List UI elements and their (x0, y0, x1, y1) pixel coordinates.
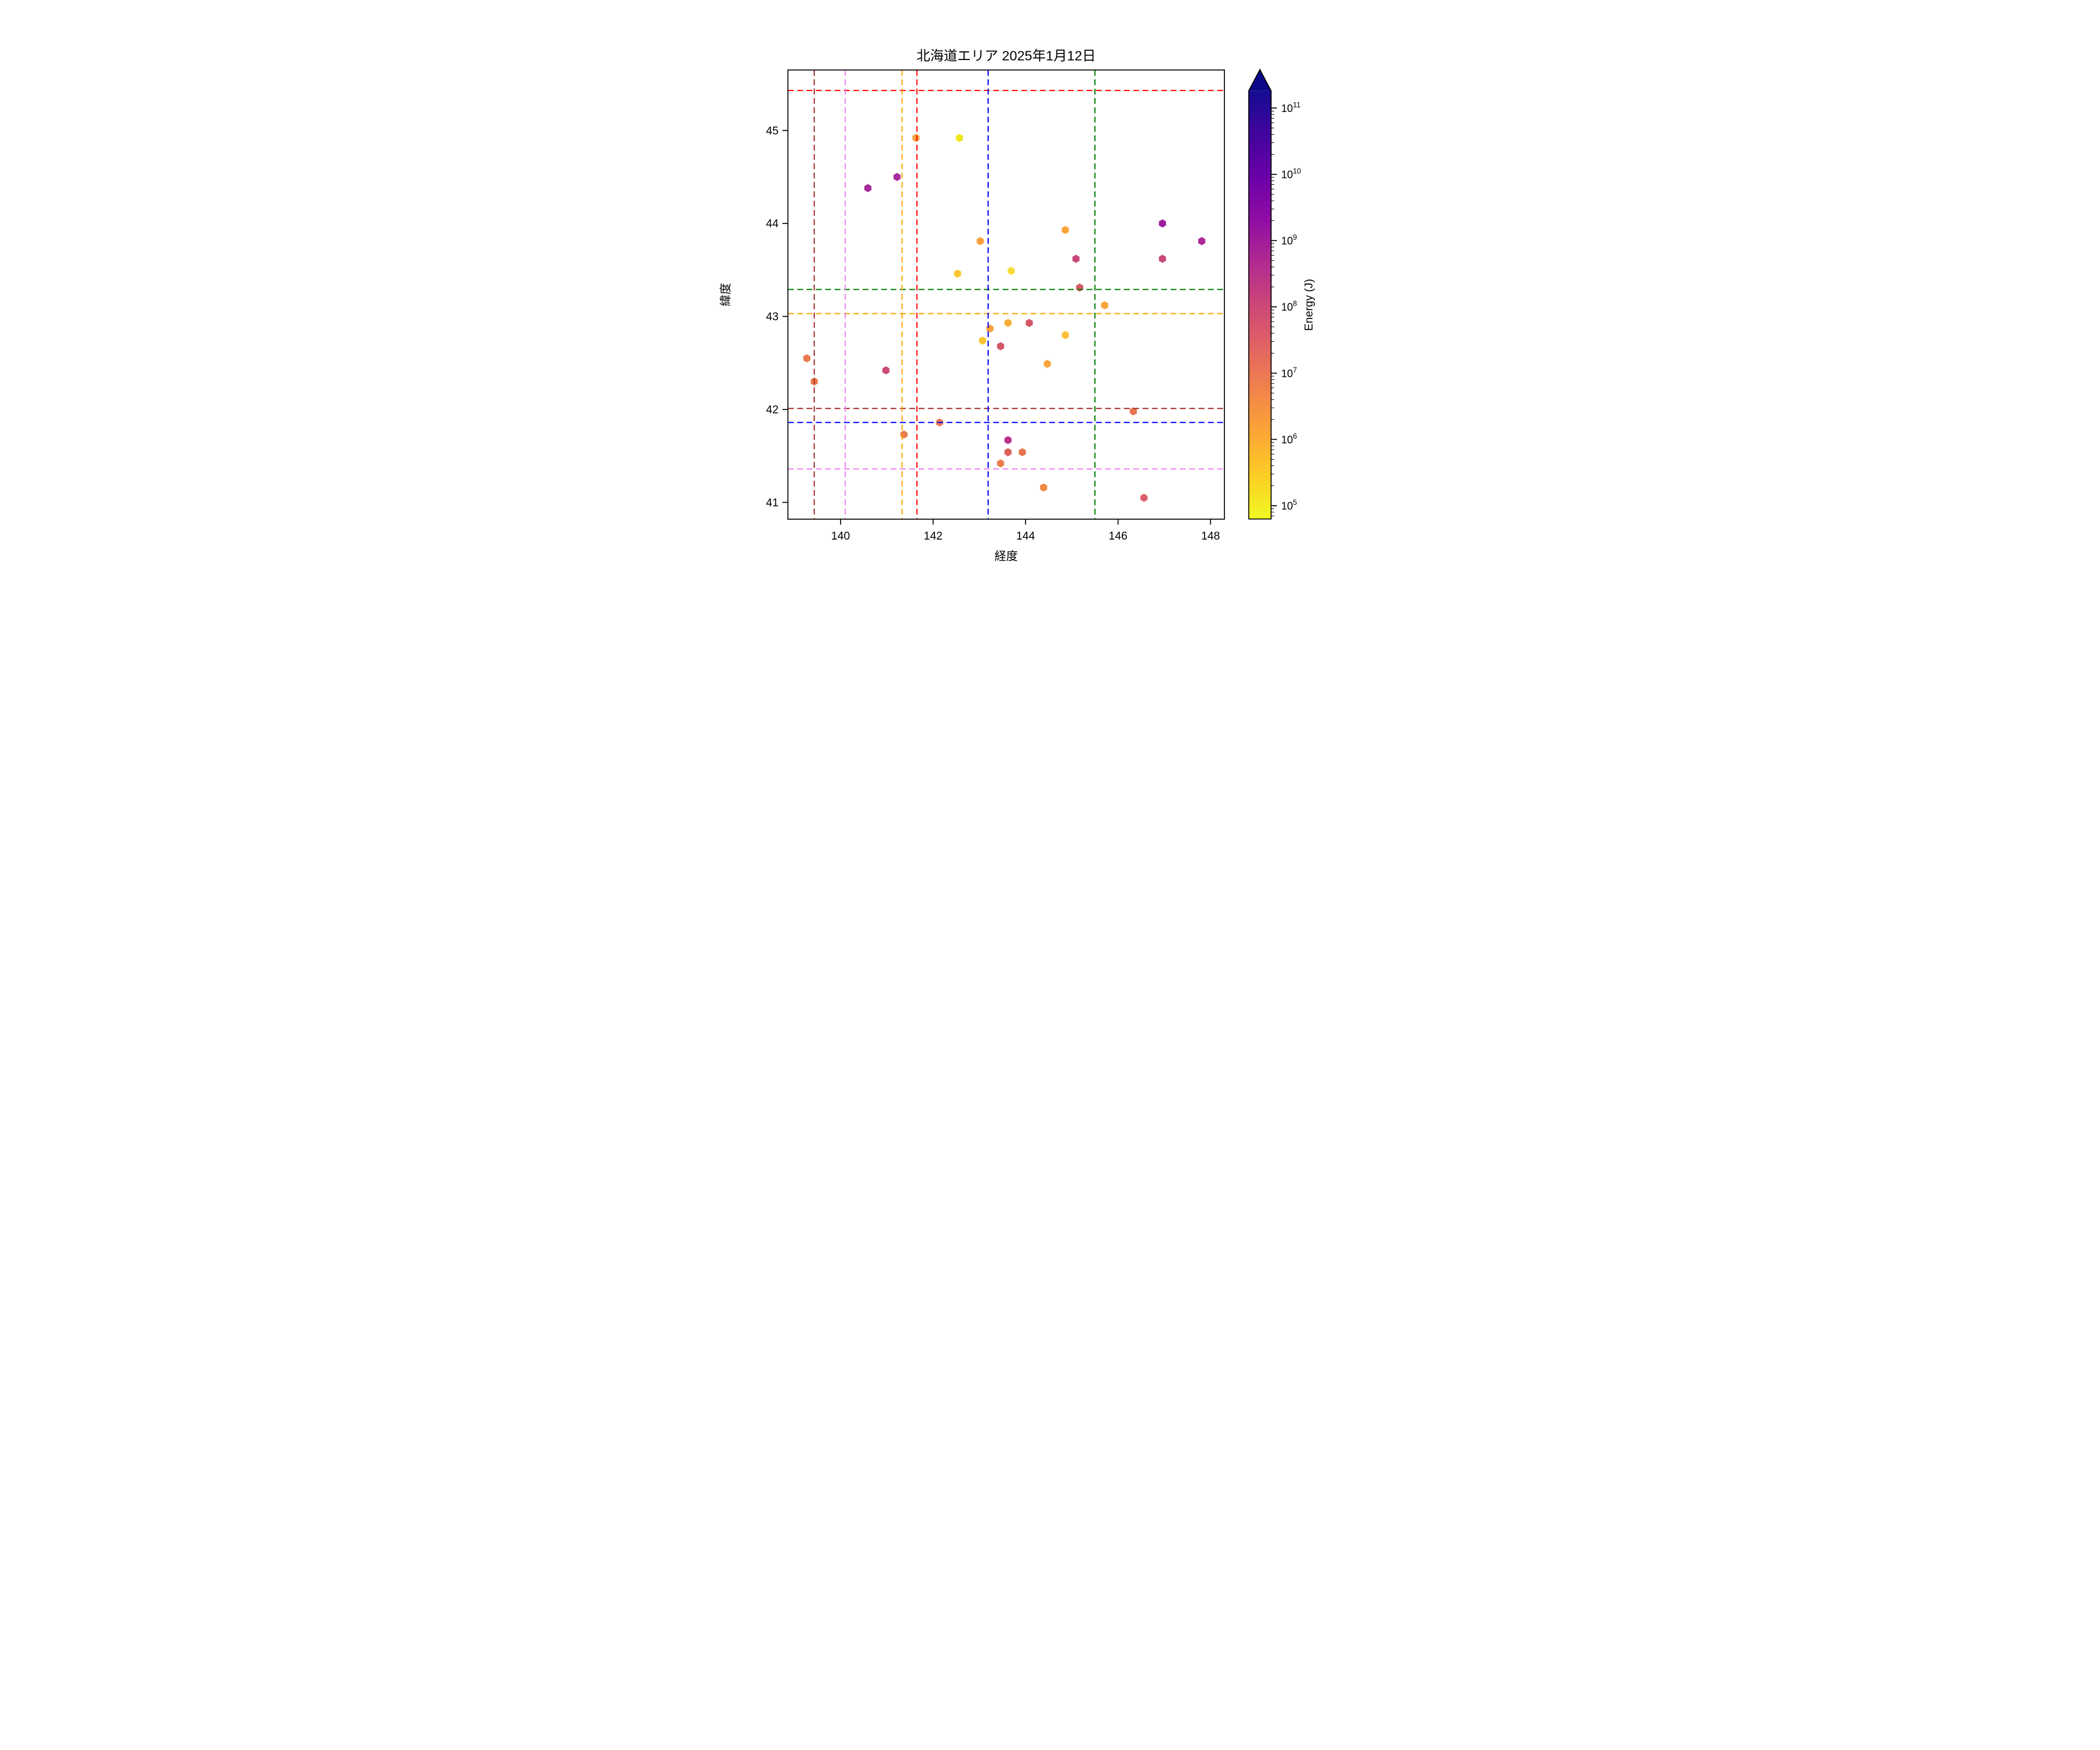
data-point (1019, 448, 1026, 457)
y-tick-label: 43 (766, 311, 779, 323)
data-point (912, 134, 920, 142)
y-tick-label: 44 (766, 218, 779, 230)
colorbar-label: Energy (J) (1303, 279, 1315, 331)
axis-ticks (782, 130, 1212, 525)
colorbar-tick-label: 1010 (1281, 167, 1301, 180)
colorbar-ticks (1271, 107, 1277, 517)
colorbar-tick-label: 108 (1281, 300, 1297, 313)
plot-border (787, 69, 1225, 520)
y-tick-label: 42 (766, 404, 779, 416)
data-point (893, 173, 901, 181)
x-tick-label: 140 (831, 530, 850, 542)
data-point (1004, 448, 1012, 457)
data-point (979, 336, 986, 345)
data-point (1004, 318, 1012, 327)
colorbar-tick-label: 106 (1281, 432, 1297, 446)
colorbar-outline (1248, 68, 1272, 520)
data-point (1140, 494, 1148, 502)
x-tick-label: 144 (1016, 530, 1035, 542)
canvas-background (700, 0, 1400, 583)
data-point (864, 184, 872, 192)
data-point (997, 342, 1005, 351)
data-point (1129, 407, 1137, 416)
data-point (954, 270, 961, 278)
data-point (1004, 436, 1012, 444)
colorbar-tick-label: 1011 (1281, 101, 1300, 114)
data-point (1062, 331, 1069, 340)
data-point (956, 134, 963, 142)
y-tick-label: 45 (766, 125, 779, 137)
colorbar-tick-label: 105 (1281, 499, 1297, 512)
y-axis-label: 緯度 (719, 283, 733, 306)
chart-title: 北海道エリア 2025年1月12日 (916, 48, 1096, 63)
data-point (1158, 254, 1166, 263)
colorbar-extend-arrow (1248, 69, 1271, 91)
data-point (1040, 483, 1048, 492)
data-point (1101, 301, 1108, 310)
y-tick-label: 41 (766, 497, 779, 509)
x-tick-label: 148 (1201, 530, 1220, 542)
data-point (1158, 219, 1166, 228)
data-point (1198, 237, 1206, 246)
data-point (882, 366, 890, 374)
data-point (1062, 226, 1069, 235)
x-tick-label: 146 (1109, 530, 1128, 542)
data-point (803, 354, 811, 363)
colorbar-tick-label: 109 (1281, 233, 1297, 247)
reference-lines (788, 70, 1224, 519)
data-point (1044, 359, 1051, 368)
x-axis-label: 経度 (995, 550, 1018, 563)
data-point (977, 237, 984, 246)
figure: 北海道エリア 2025年1月12日 経度 緯度 140 142 144 146 148 41 42… (700, 0, 1400, 583)
data-point (1026, 318, 1033, 327)
colorbar-tick-label: 107 (1281, 366, 1297, 379)
data-point (1007, 267, 1015, 275)
data-point (1072, 254, 1080, 263)
scatter-points (803, 134, 1206, 502)
colorbar-gradient (1248, 90, 1271, 519)
data-point (997, 459, 1005, 468)
x-tick-label: 142 (923, 530, 942, 542)
